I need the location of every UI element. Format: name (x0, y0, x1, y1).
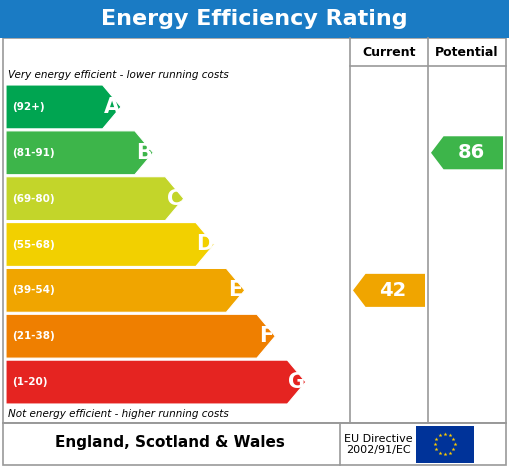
Bar (3, 38, 506, 423)
Text: E: E (229, 280, 243, 300)
Text: (81-91): (81-91) (12, 148, 54, 158)
Polygon shape (6, 360, 306, 404)
Text: F: F (259, 326, 273, 346)
Text: 42: 42 (380, 281, 407, 300)
Text: Very energy efficient - lower running costs: Very energy efficient - lower running co… (8, 70, 229, 80)
Text: Potential: Potential (435, 45, 499, 58)
Text: A: A (104, 97, 120, 117)
Text: Not energy efficient - higher running costs: Not energy efficient - higher running co… (8, 409, 229, 419)
Polygon shape (353, 274, 425, 307)
Polygon shape (6, 223, 214, 267)
Text: 2002/91/EC: 2002/91/EC (346, 445, 410, 455)
Text: (21-38): (21-38) (12, 331, 55, 341)
Text: C: C (167, 189, 182, 209)
Text: 86: 86 (458, 143, 485, 163)
Bar (416, 426, 473, 463)
Text: EU Directive: EU Directive (344, 434, 412, 444)
Text: (92+): (92+) (12, 102, 45, 112)
Polygon shape (6, 177, 184, 220)
Text: B: B (136, 143, 152, 163)
Text: G: G (288, 372, 305, 392)
Polygon shape (431, 136, 503, 170)
Bar (0, 0, 509, 38)
Text: (1-20): (1-20) (12, 377, 47, 387)
Text: D: D (196, 234, 214, 255)
Text: (55-68): (55-68) (12, 240, 55, 249)
Text: Energy Efficiency Rating: Energy Efficiency Rating (101, 9, 408, 29)
Text: England, Scotland & Wales: England, Scotland & Wales (55, 436, 285, 451)
Polygon shape (6, 269, 245, 312)
Polygon shape (6, 131, 153, 175)
Text: (69-80): (69-80) (12, 194, 54, 204)
Text: Current: Current (362, 45, 416, 58)
Polygon shape (6, 85, 121, 129)
Bar (3, 423, 506, 465)
Text: (39-54): (39-54) (12, 285, 55, 295)
Polygon shape (6, 314, 275, 358)
